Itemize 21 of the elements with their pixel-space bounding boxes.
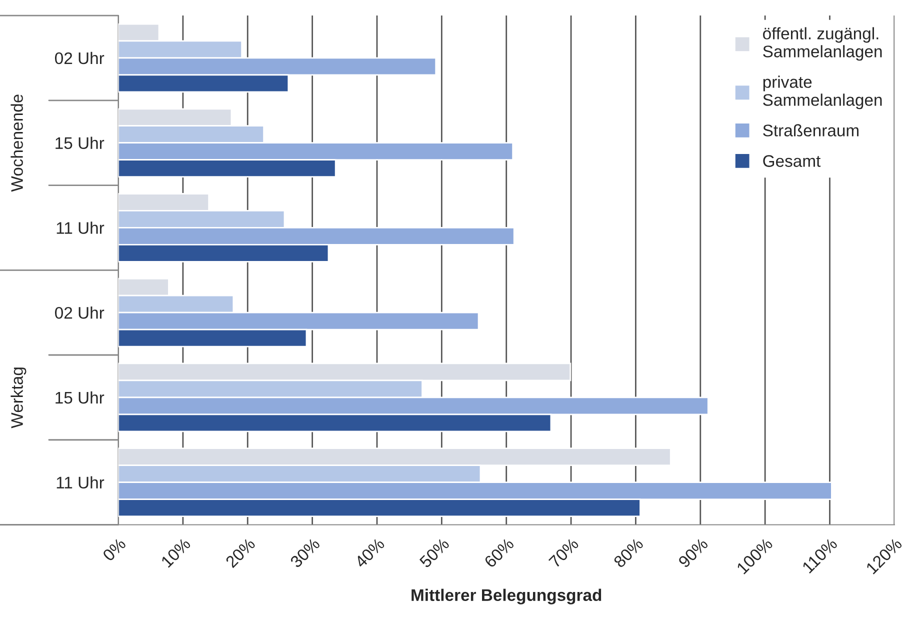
y-tick-label: 15 Uhr (56, 391, 104, 404)
x-tick-label: 80% (612, 537, 644, 568)
x-axis-title: Mittlerer Belegungsgrad (412, 588, 602, 604)
legend-label: private Sammelanlagen (763, 76, 882, 110)
x-tick-label: 50% (418, 537, 450, 568)
x-tick-label: 0% (102, 537, 127, 562)
legend-label: Gesamt (763, 155, 821, 167)
x-tick-label: 30% (289, 537, 321, 568)
x-tick-label: 40% (354, 537, 386, 569)
legend-label: Straßenraum (763, 124, 858, 136)
text: Werktag (10, 368, 26, 428)
y-tick-label: 02 Uhr (55, 306, 104, 319)
y-tick-label: 15 Uhr (56, 136, 104, 150)
y-tick-label: 11 Uhr (56, 222, 104, 234)
x-tick-label: 70% (548, 537, 580, 568)
x-tick-label: 90% (678, 537, 709, 568)
x-tick-label: 60% (484, 537, 515, 568)
legend-label: öffentl. zugängl. Sammelanlagen (763, 27, 882, 61)
y-tick-label: 11 Uhr (56, 476, 104, 489)
text: Wochenende (10, 94, 23, 192)
y-tick-label: 02 Uhr (55, 52, 104, 64)
